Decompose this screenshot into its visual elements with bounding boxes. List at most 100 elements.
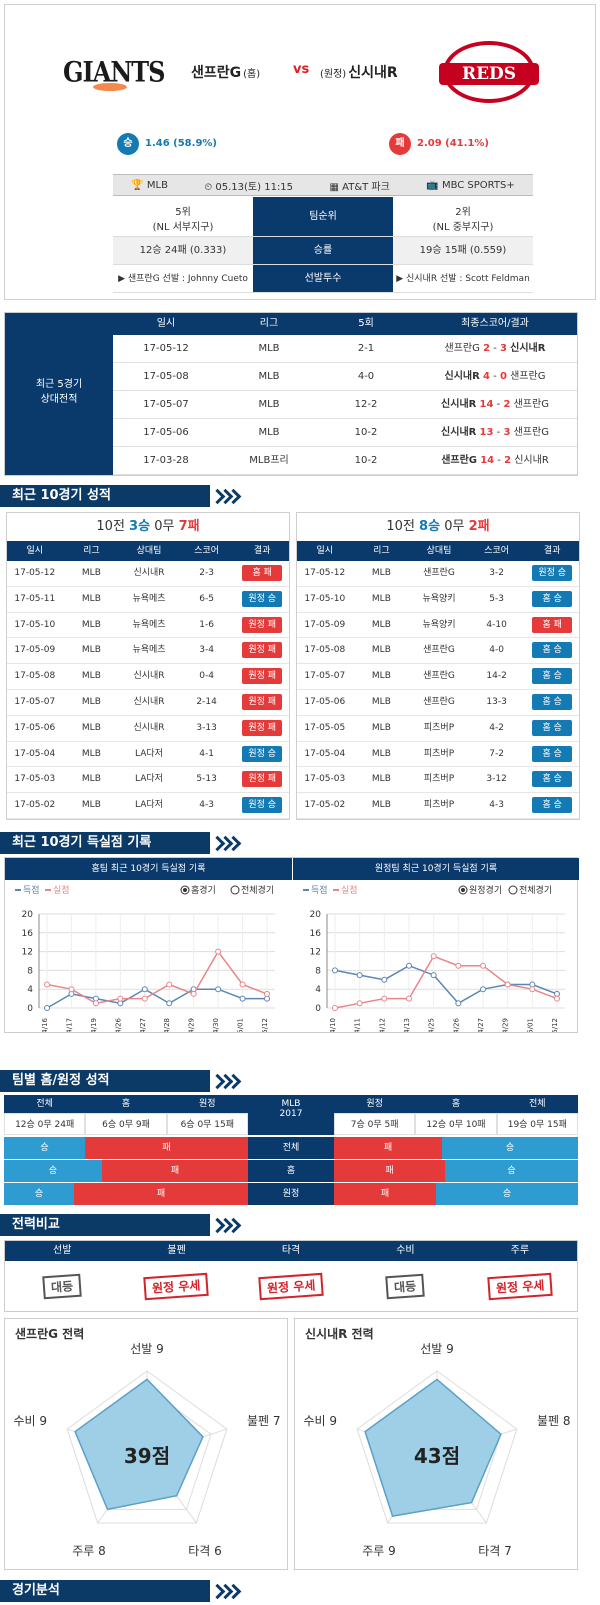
recent-date: 17-05-06 — [304, 696, 346, 707]
x-tick-label: 04/27 — [139, 1018, 147, 1032]
recent-score: 13-3 — [486, 696, 507, 707]
recent-date: 17-05-09 — [304, 619, 346, 630]
homeaway-value: 7승 0무 5패 — [334, 1113, 416, 1135]
recent-league: MLB — [371, 800, 391, 811]
radio-label: 전체경기 — [241, 884, 274, 896]
radio-button[interactable] — [508, 885, 518, 895]
recent-league: MLB — [371, 722, 391, 733]
h2h-row: 17-05-07 MLB 12-2 신시내R 14 - 2 샌프란G — [113, 391, 577, 419]
h2h-result: 신시내R 4 - 0 샌프란G — [444, 371, 546, 382]
homeaway-value: 12승 0무 10패 — [415, 1113, 497, 1135]
recent-opponent: LA다저 — [135, 748, 163, 759]
away-odds: 2.09 (41.1%) — [417, 138, 489, 149]
recent-opponent: 샌프란G — [423, 696, 455, 707]
recent-score: 4-1 — [199, 748, 214, 759]
recent-score: 4-0 — [489, 645, 504, 656]
compare-header: 주루 — [510, 1245, 530, 1256]
data-point — [239, 995, 246, 1002]
result-badge: 홈 승 — [532, 797, 573, 814]
homeaway-value: 19승 0무 15패 — [496, 1113, 578, 1135]
legend-label: 득점 — [23, 884, 40, 896]
recent-row: 17-05-08 MLB 신시내R 0-4 원정 패 — [7, 664, 289, 690]
x-tick-label: 05/12 — [261, 1018, 269, 1032]
recent-row: 17-05-07 MLB 신시내R 2-14 원정 패 — [7, 690, 289, 716]
radar-grid — [66, 1370, 228, 1524]
series-line-1 — [334, 955, 558, 1009]
h2h-row: 17-05-12 MLB 2-1 샌프란G 2 - 3 신시내R — [113, 335, 577, 363]
recent-row: 17-05-10 MLB 뉴욕메츠 1-6 원정 패 — [7, 613, 289, 639]
recent-row: 17-05-05 MLB 피츠버P 4-2 홈 승 — [297, 716, 579, 742]
series-line-0 — [334, 964, 558, 1005]
h2h-header: 일시 리그 5회 최종스코어/결과 — [113, 313, 577, 335]
recent-row: 17-05-03 MLB LA다저 5-13 원정 패 — [7, 767, 289, 794]
legend-label: 득점 — [311, 884, 328, 896]
radar-area — [74, 1378, 204, 1511]
recent-score: 0-4 — [199, 671, 214, 682]
recent-row: 17-05-11 MLB 뉴욕메츠 6-5 원정 승 — [7, 587, 289, 613]
away-loss-bar: 패 — [334, 1183, 436, 1205]
recent-date: 17-05-07 — [304, 671, 346, 682]
legend-label: 실점 — [53, 884, 70, 896]
recent-opponent: 샌프란G — [423, 645, 455, 656]
match-header: GIANTS 샌프란G (홈) vs (원정) 신시내R REDS 승 1.46 (… — [4, 4, 596, 300]
homeaway-header: 전체 — [529, 1099, 546, 1109]
y-tick-label: 4 — [27, 985, 33, 995]
home-win-badge: 승 — [117, 133, 139, 155]
home-win-bar: 승 — [4, 1160, 102, 1182]
home-odds: 1.46 (58.9%) — [145, 138, 217, 149]
recent-date: 17-05-10 — [14, 619, 56, 630]
series-line-1 — [46, 950, 268, 1005]
homeaway-center: MLB 2017 — [248, 1095, 334, 1135]
recent-opponent: 뉴욕양키 — [422, 619, 456, 630]
recent-date: 17-05-02 — [304, 800, 346, 811]
radio-button[interactable] — [230, 885, 240, 895]
away-loss-bar: 패 — [334, 1137, 442, 1159]
x-tick-label: 04/16 — [41, 1017, 49, 1032]
h2h-league: MLB프리 — [249, 455, 289, 466]
recent-row: 17-05-02 MLB LA다저 4-3 원정 승 — [7, 793, 289, 819]
recent-home-panel: 10전 3승 0무 7패 일시 리그 상대팀 스코어 결과 17-05-12 MLB 신시내R… — [6, 512, 290, 820]
recent-row: 17-05-04 MLB 피츠버P 7-2 홈 승 — [297, 742, 579, 768]
h2h-result: 샌프란G 14 - 2 신시내R — [441, 455, 549, 466]
h2h-date: 17-03-28 — [143, 455, 189, 466]
recent-row: 17-05-06 MLB 신시내R 3-13 원정 패 — [7, 716, 289, 742]
radar-axis-label: 타격 7 — [478, 1544, 512, 1558]
recent-opponent: 뉴욕양키 — [422, 593, 456, 604]
section-scoring: 최근 10경기 득실점 기록 — [0, 832, 238, 854]
data-point — [430, 953, 437, 960]
data-point — [480, 986, 486, 993]
recent-date: 17-05-04 — [304, 748, 346, 759]
h2h-score2: 2 — [503, 399, 511, 410]
recent-league: MLB — [81, 619, 101, 630]
recent-opponent: LA다저 — [135, 800, 163, 811]
recent-opponent: 뉴욕메츠 — [132, 593, 166, 604]
recent-score: 4-3 — [489, 800, 504, 811]
radar-axis-label: 수비 9 — [13, 1414, 47, 1428]
home-loss-bar: 패 — [102, 1160, 248, 1182]
h2h-team1: 신시내R — [441, 399, 477, 410]
homeaway-value: 6승 0무 9패 — [85, 1113, 167, 1135]
recent-row: 17-05-04 MLB LA다저 4-1 원정 승 — [7, 742, 289, 768]
away-team-name: (원정) 신시내R — [320, 65, 398, 81]
x-tick-label: 05/12 — [551, 1018, 559, 1032]
homeaway-bar-label: 전체 — [248, 1137, 334, 1159]
h2h-5inning: 10-2 — [354, 427, 378, 438]
away-win-bar: 승 — [436, 1183, 578, 1205]
recent-score: 4-10 — [486, 619, 507, 630]
vs-label: vs — [293, 62, 310, 77]
home-loss-bar: 패 — [74, 1183, 248, 1205]
recent-score: 2-14 — [196, 696, 217, 707]
h2h-score1: 13 — [479, 427, 494, 438]
radar-score: 39점 — [124, 1444, 170, 1468]
x-tick-label: 04/29 — [188, 1018, 196, 1032]
radio-dot — [461, 888, 465, 892]
radar-axis-label: 불펜 8 — [537, 1414, 571, 1428]
result-badge: 원정 승 — [532, 565, 573, 581]
scoring-charts: 홈팀 최근 10경기 득실점 기록 원정팀 최근 10경기 득실점 기록 득점 실… — [4, 857, 579, 1033]
result-badge: 홈 승 — [532, 642, 573, 659]
recent-league: MLB — [81, 671, 101, 682]
data-point — [504, 981, 511, 988]
home-win-bar: 승 — [4, 1183, 74, 1205]
x-tick-label: 05/01 — [526, 1018, 534, 1032]
homeaway-table: 전체 홈 원정 12승 0무 24패 6승 0무 9패 6승 0무 15패 MLB 20… — [4, 1095, 578, 1205]
